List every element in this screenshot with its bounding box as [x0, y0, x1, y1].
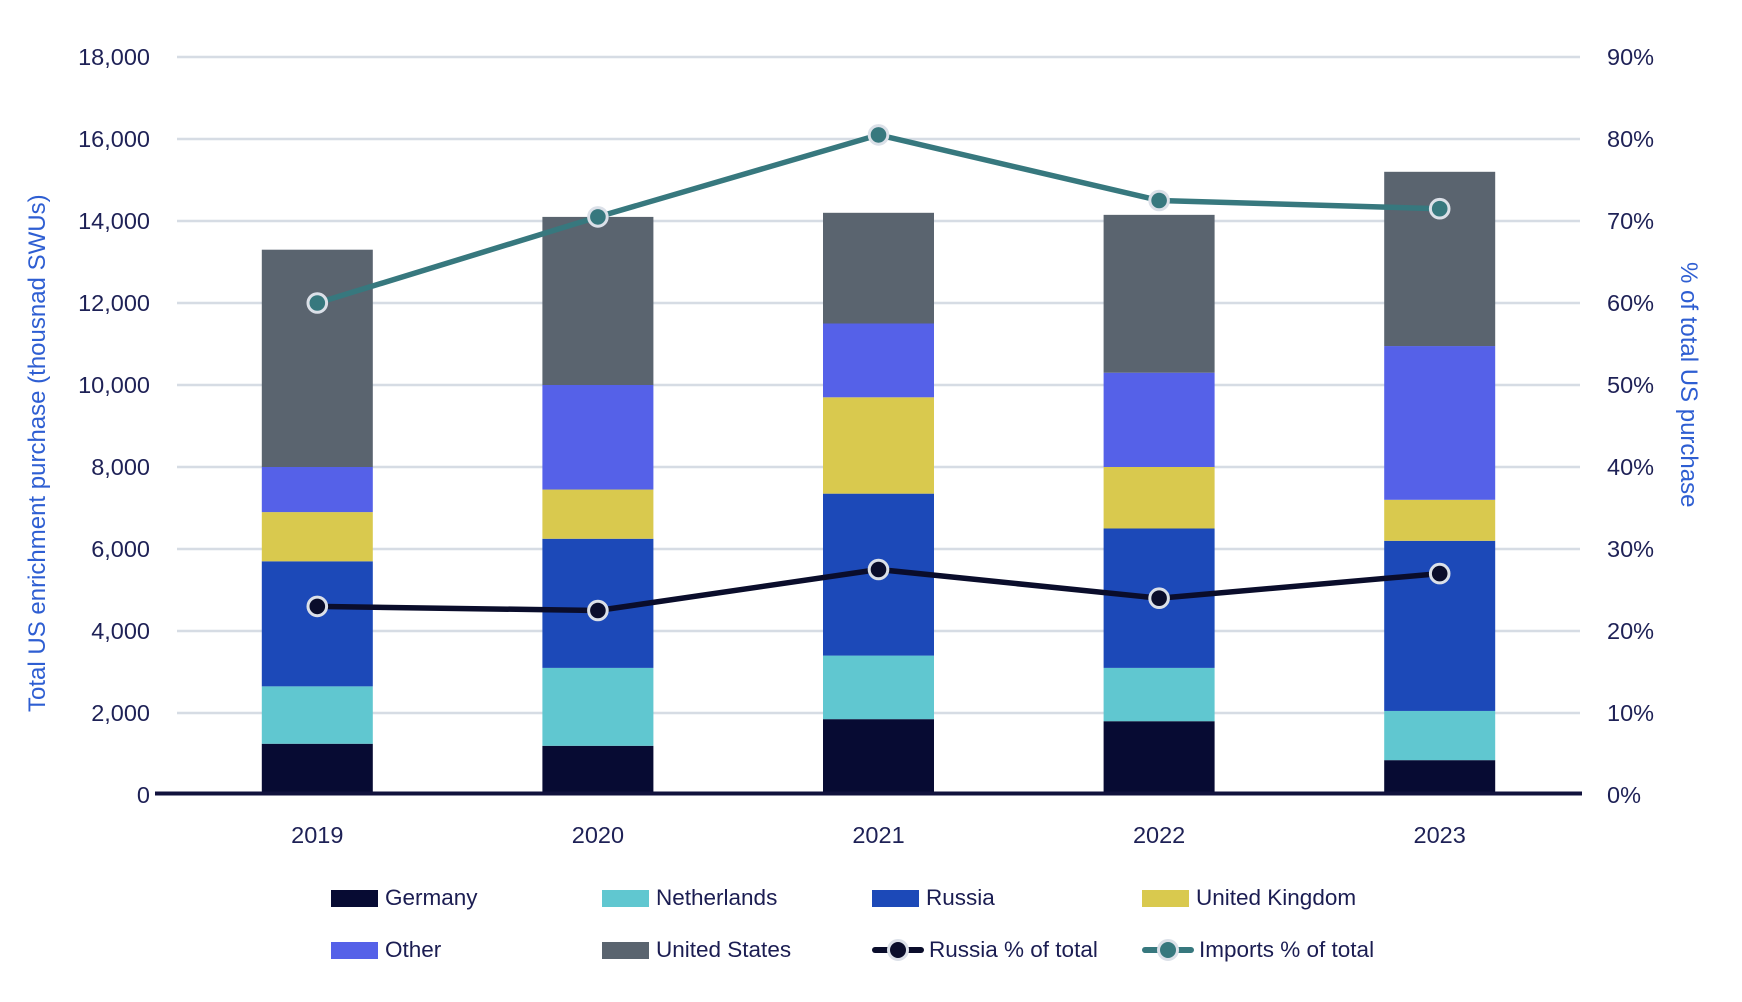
bar-2019-united-states — [261, 249, 373, 467]
bar-2019-germany — [261, 743, 373, 795]
legend-label: Russia — [926, 885, 995, 910]
bar-2020-netherlands — [542, 667, 654, 746]
bar-2023-united-kingdom — [1384, 499, 1496, 541]
legend-swatch-icon — [602, 941, 649, 959]
bar-2023-germany — [1384, 760, 1496, 795]
legend-swatch-icon — [872, 889, 919, 907]
bar-2020-other — [542, 385, 654, 490]
x-axis-line — [155, 791, 1582, 796]
bar-2020-united-kingdom — [542, 489, 654, 539]
bar-2019-other — [261, 467, 373, 513]
right-tick-90%: 90% — [1607, 44, 1655, 70]
legend-item-united-states: United States — [602, 938, 791, 962]
legend-label: United States — [656, 937, 792, 962]
bar-2021-netherlands — [823, 655, 934, 720]
legend-item-russia-of-total: Russia % of total — [872, 938, 1098, 962]
legend-label: Netherlands — [656, 885, 778, 910]
marker-imports-of-total2022 — [1148, 189, 1170, 212]
right-tick-70%: 70% — [1607, 208, 1655, 234]
legend-label: Russia % of total — [929, 937, 1098, 962]
marker-imports-of-total2021 — [867, 124, 890, 146]
x-label-2020: 2020 — [571, 822, 625, 848]
bar-2021-other — [823, 323, 934, 398]
legend-item-other: Other — [331, 938, 441, 962]
right-tick-50%: 50% — [1607, 372, 1655, 398]
left-tick-14,000: 14,000 — [78, 208, 150, 234]
bar-2019-netherlands — [261, 686, 373, 744]
bar-2019-united-kingdom — [261, 512, 373, 562]
left-tick-12,000: 12,000 — [78, 290, 150, 316]
bar-2022-united-kingdom — [1103, 467, 1215, 529]
marker-imports-of-total2020 — [587, 206, 609, 228]
marker-russia-of-total2021 — [867, 558, 890, 581]
right-tick-20%: 20% — [1607, 618, 1655, 644]
x-label-2023: 2023 — [1413, 822, 1466, 848]
bar-2021-united-states — [823, 212, 934, 324]
x-label-2021: 2021 — [852, 822, 905, 848]
legend-line-marker-icon — [1142, 938, 1194, 962]
bar-2022-netherlands — [1103, 667, 1215, 722]
legend-item-united-kingdom: United Kingdom — [1142, 886, 1356, 910]
left-tick-2,000: 2,000 — [91, 700, 150, 726]
legend-swatch-icon — [602, 889, 649, 907]
legend-line-marker-icon — [872, 938, 924, 962]
bar-2022-other — [1103, 372, 1215, 467]
legend-item-imports-of-total: Imports % of total — [1142, 938, 1374, 962]
left-tick-6,000: 6,000 — [91, 536, 150, 562]
bar-2020-germany — [542, 745, 654, 795]
legend-label: Germany — [385, 885, 478, 910]
legend-item-germany: Germany — [331, 886, 478, 910]
left-tick-16,000: 16,000 — [78, 126, 150, 152]
marker-russia-of-total2019 — [306, 595, 329, 618]
marker-russia-of-total2023 — [1428, 562, 1451, 585]
left-tick-0: 0 — [136, 782, 150, 808]
x-label-2019: 2019 — [291, 822, 344, 848]
marker-russia-of-total2022 — [1148, 587, 1170, 610]
right-tick-60%: 60% — [1607, 290, 1655, 316]
bar-2021-united-kingdom — [823, 397, 934, 494]
legend-item-russia: Russia — [872, 886, 995, 910]
left-tick-4,000: 4,000 — [91, 618, 150, 644]
x-label-2022: 2022 — [1132, 822, 1186, 848]
bar-2020-united-states — [542, 216, 654, 385]
legend-swatch-icon — [331, 889, 378, 907]
bar-2019-russia — [261, 561, 373, 687]
right-tick-40%: 40% — [1607, 454, 1655, 480]
legend-label: Other — [385, 937, 442, 962]
bar-2023-other — [1384, 346, 1496, 500]
legend-swatch-icon — [331, 941, 378, 959]
left-tick-8,000: 8,000 — [91, 454, 150, 480]
left-tick-18,000: 18,000 — [78, 44, 150, 70]
legend-label: United Kingdom — [1196, 885, 1357, 910]
bar-2021-germany — [823, 719, 934, 795]
right-tick-80%: 80% — [1607, 126, 1655, 152]
marker-russia-of-total2020 — [587, 599, 609, 622]
right-tick-0%: 0% — [1607, 782, 1641, 808]
marker-imports-of-total2019 — [306, 292, 329, 314]
left-tick-10,000: 10,000 — [78, 372, 150, 398]
right-tick-30%: 30% — [1607, 536, 1655, 562]
legend-item-netherlands: Netherlands — [602, 886, 777, 910]
bar-2022-germany — [1103, 721, 1215, 795]
right-tick-10%: 10% — [1607, 700, 1655, 726]
bar-2023-netherlands — [1384, 710, 1496, 761]
bar-2022-united-states — [1103, 214, 1215, 373]
legend-label: Imports % of total — [1199, 937, 1375, 962]
marker-imports-of-total2023 — [1428, 197, 1451, 220]
legend-swatch-icon — [1142, 889, 1189, 907]
